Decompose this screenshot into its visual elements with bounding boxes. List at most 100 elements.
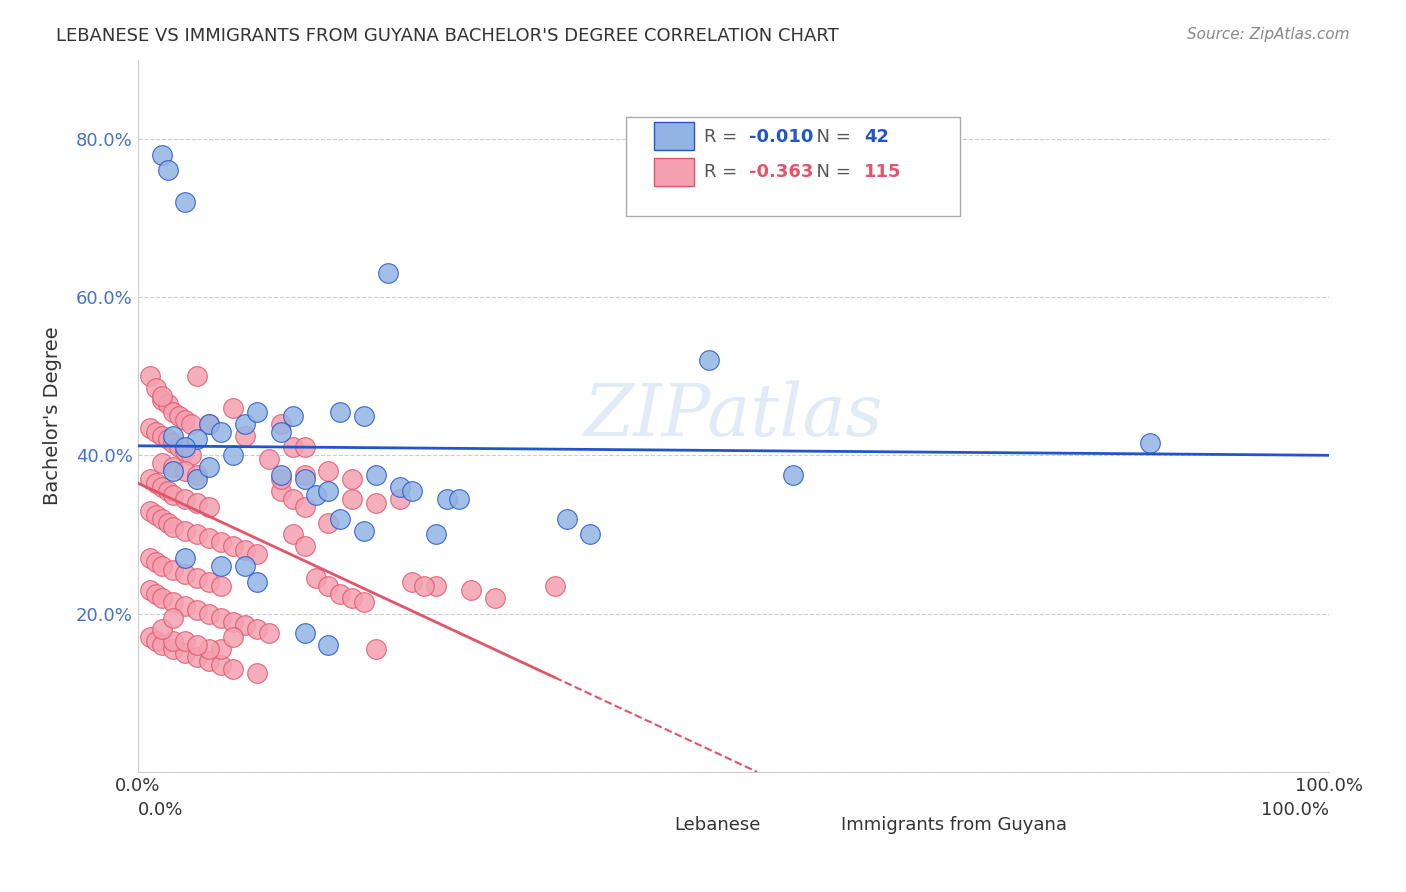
Point xyxy=(198,642,221,657)
Text: Immigrants from Guyana: Immigrants from Guyana xyxy=(841,816,1067,834)
Point xyxy=(138,472,160,486)
Point xyxy=(294,468,316,483)
Point xyxy=(150,392,173,407)
Point xyxy=(174,413,197,427)
Point xyxy=(364,468,387,483)
Point xyxy=(246,547,269,561)
Point xyxy=(305,571,328,585)
Point xyxy=(138,369,160,384)
FancyBboxPatch shape xyxy=(636,817,671,838)
Point xyxy=(186,527,208,541)
Point xyxy=(329,511,352,525)
Point xyxy=(186,638,208,652)
Point xyxy=(150,389,173,403)
Point xyxy=(169,409,191,423)
Point xyxy=(281,441,304,455)
Point xyxy=(318,516,340,530)
Point xyxy=(318,464,340,478)
Point xyxy=(209,425,232,439)
Point xyxy=(294,539,316,553)
Point xyxy=(162,595,184,609)
Point xyxy=(270,425,292,439)
Point xyxy=(145,475,167,490)
Point xyxy=(180,417,202,431)
Point xyxy=(138,582,160,597)
Point xyxy=(209,559,232,574)
Point xyxy=(377,266,399,280)
Point xyxy=(318,638,340,652)
Point xyxy=(222,631,245,645)
Point xyxy=(222,662,245,676)
Point xyxy=(270,472,292,486)
Point xyxy=(198,532,221,546)
Point xyxy=(329,587,352,601)
Point xyxy=(233,543,256,558)
Text: ZIPatlas: ZIPatlas xyxy=(583,381,883,451)
Point xyxy=(162,563,184,577)
Point xyxy=(281,409,304,423)
Point xyxy=(162,464,184,478)
Point xyxy=(138,551,160,566)
Point xyxy=(579,527,602,541)
Point xyxy=(294,626,316,640)
Point xyxy=(174,646,197,660)
Point xyxy=(186,602,208,616)
Point xyxy=(198,654,221,668)
Text: 0.0%: 0.0% xyxy=(138,801,183,819)
Point xyxy=(162,519,184,533)
Point xyxy=(318,483,340,498)
Text: Source: ZipAtlas.com: Source: ZipAtlas.com xyxy=(1187,27,1350,42)
Point xyxy=(174,444,197,458)
Point xyxy=(198,607,221,621)
Point xyxy=(425,579,447,593)
Point xyxy=(174,634,197,648)
Point xyxy=(436,491,458,506)
Point xyxy=(162,488,184,502)
Point xyxy=(174,195,197,210)
Point xyxy=(150,147,173,161)
Text: Lebanese: Lebanese xyxy=(673,816,761,834)
Point xyxy=(198,417,221,431)
Point xyxy=(209,535,232,549)
FancyBboxPatch shape xyxy=(654,122,695,150)
Point xyxy=(156,433,179,447)
Point xyxy=(162,436,184,450)
FancyBboxPatch shape xyxy=(803,817,837,838)
Point xyxy=(162,460,184,475)
Point xyxy=(162,610,184,624)
Point xyxy=(246,405,269,419)
Point xyxy=(150,511,173,525)
Point xyxy=(156,397,179,411)
Point xyxy=(294,441,316,455)
Point xyxy=(222,401,245,415)
Text: LEBANESE VS IMMIGRANTS FROM GUYANA BACHELOR'S DEGREE CORRELATION CHART: LEBANESE VS IMMIGRANTS FROM GUYANA BACHE… xyxy=(56,27,839,45)
Point xyxy=(353,409,375,423)
Point xyxy=(388,480,411,494)
Point xyxy=(543,579,565,593)
Text: 42: 42 xyxy=(865,128,890,145)
Point xyxy=(233,618,256,632)
Point xyxy=(233,559,256,574)
Point xyxy=(138,420,160,434)
Point xyxy=(281,527,304,541)
Point xyxy=(281,491,304,506)
Point xyxy=(162,634,184,648)
Point xyxy=(186,650,208,665)
Point xyxy=(460,582,482,597)
Point xyxy=(364,642,387,657)
Text: 115: 115 xyxy=(865,163,901,181)
Point xyxy=(340,591,363,605)
Point xyxy=(340,472,363,486)
Point xyxy=(150,623,173,637)
Point xyxy=(198,460,221,475)
Point xyxy=(150,559,173,574)
Point xyxy=(180,448,202,462)
Point xyxy=(138,631,160,645)
Point xyxy=(156,516,179,530)
Point xyxy=(209,642,232,657)
Point xyxy=(257,452,280,467)
Text: N =: N = xyxy=(804,163,856,181)
Point xyxy=(145,425,167,439)
Point xyxy=(174,491,197,506)
Point xyxy=(412,579,434,593)
